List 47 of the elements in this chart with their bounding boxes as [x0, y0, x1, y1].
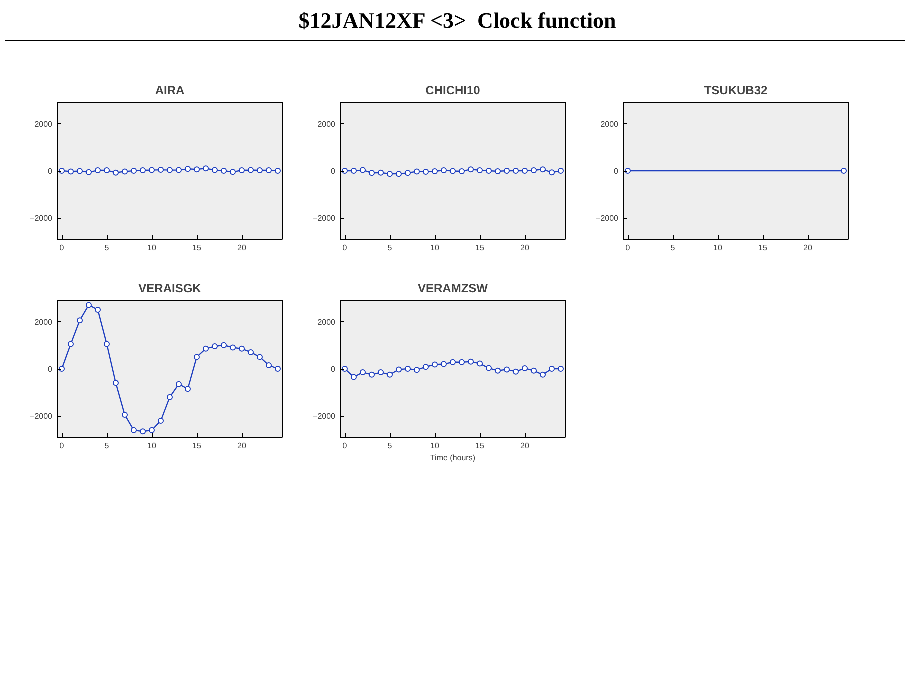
chart-title: VERAMZSW — [418, 282, 489, 296]
x-tick-label: 20 — [238, 244, 247, 252]
y-tick-label: 2000 — [600, 120, 620, 129]
x-axis-title: Time (hours) — [430, 454, 476, 462]
y-tick-label: 0 — [614, 167, 620, 176]
y-tick-label: −2000 — [313, 214, 336, 224]
x-tick-label: 0 — [342, 442, 348, 450]
y-tick-label: −2000 — [313, 412, 336, 422]
y-tick-label: −2000 — [596, 214, 620, 224]
x-tick-label: 10 — [430, 442, 440, 450]
y-tick-label: 2000 — [34, 318, 54, 327]
y-tick-label: 0 — [331, 365, 336, 374]
y-tick-label: −2000 — [30, 214, 54, 224]
x-tick-label: 5 — [388, 244, 393, 252]
x-tick-label: 10 — [148, 244, 157, 252]
y-tick-label: 0 — [331, 167, 336, 176]
x-tick-label: 5 — [670, 244, 676, 252]
y-tick-label: 2000 — [318, 318, 336, 327]
chart-title: AIRA — [155, 84, 185, 98]
x-tick-label: 0 — [626, 244, 631, 252]
x-tick-label: 20 — [238, 442, 247, 450]
x-tick-label: 15 — [192, 244, 202, 252]
text: $12JAN12XF <3> Clock function — [298, 7, 616, 35]
y-tick-label: 2000 — [34, 120, 54, 129]
x-tick-label: 15 — [476, 442, 485, 450]
x-tick-label: 20 — [804, 244, 813, 252]
x-tick-label: 20 — [520, 442, 530, 450]
y-tick-label: −2000 — [30, 412, 54, 422]
x-tick-label: 5 — [104, 244, 110, 252]
chart-title: TSUKUB32 — [704, 84, 768, 98]
x-tick-label: 10 — [714, 244, 723, 252]
x-tick-label: 5 — [388, 442, 393, 450]
x-tick-label: 15 — [758, 244, 768, 252]
x-tick-label: 0 — [342, 244, 348, 252]
chart-title: VERAISGK — [138, 282, 202, 296]
x-tick-label: 15 — [476, 244, 485, 252]
x-tick-label: 10 — [430, 244, 440, 252]
y-tick-label: 0 — [48, 167, 54, 176]
x-tick-label: 15 — [192, 442, 202, 450]
x-tick-label: 5 — [104, 442, 110, 450]
x-tick-label: 10 — [148, 442, 157, 450]
chart-title: CHICHI10 — [426, 84, 481, 98]
y-tick-label: 2000 — [318, 120, 336, 129]
y-tick-label: 0 — [48, 365, 54, 374]
x-tick-label: 0 — [60, 244, 65, 252]
x-tick-label: 20 — [520, 244, 530, 252]
x-tick-label: 0 — [60, 442, 65, 450]
